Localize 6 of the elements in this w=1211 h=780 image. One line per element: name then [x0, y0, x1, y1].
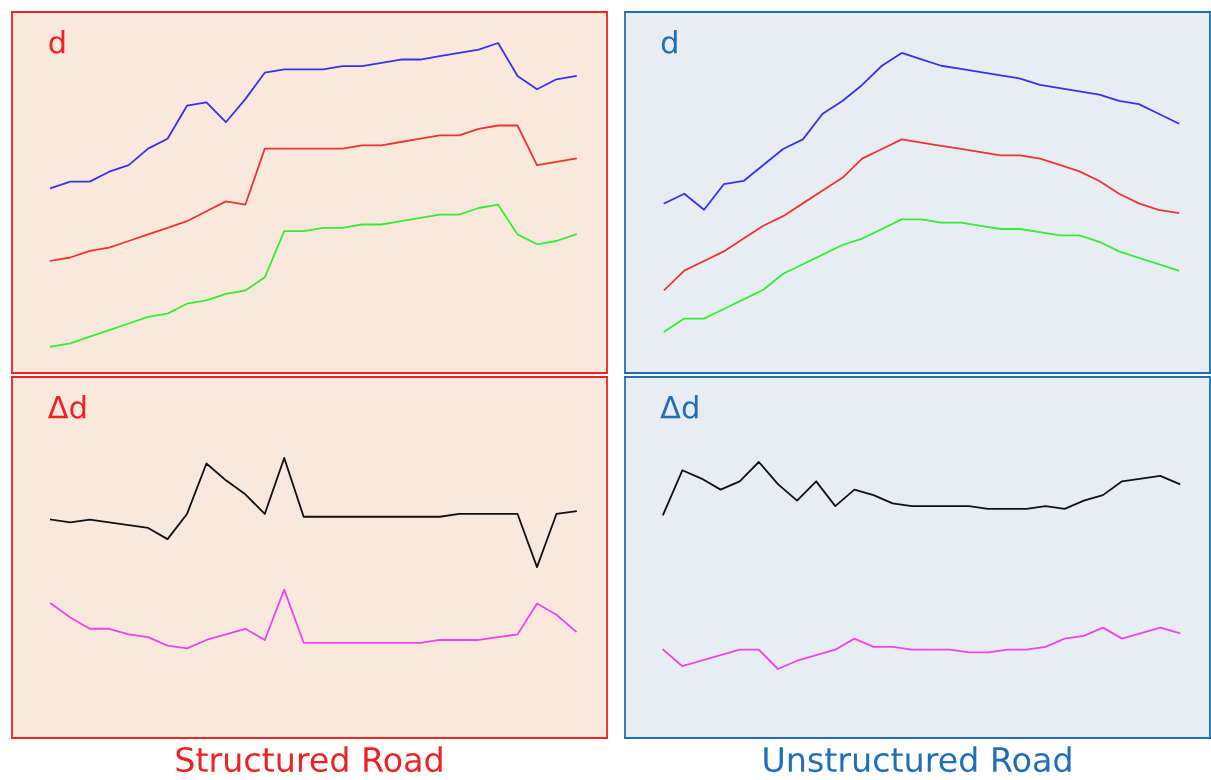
x-axis-title: Structured Road — [176, 746, 442, 773]
chart-title: Δd — [660, 395, 698, 419]
chart-title: d — [661, 30, 677, 54]
x-axis-title: Unstructured Road — [764, 746, 1071, 773]
chart-title: d — [49, 30, 65, 54]
chart-title: Δd — [47, 395, 86, 419]
